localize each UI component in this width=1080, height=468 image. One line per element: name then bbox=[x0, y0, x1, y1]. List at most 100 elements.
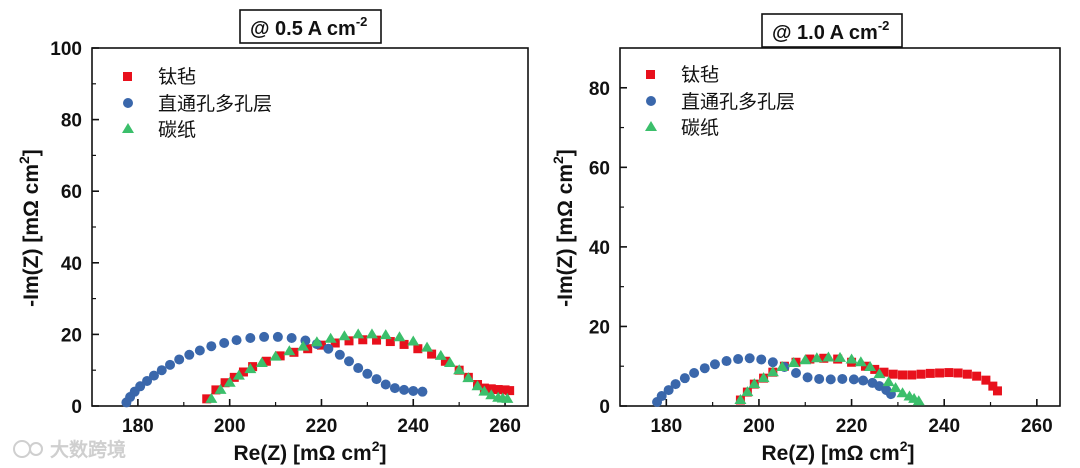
data-point-ti-felt bbox=[935, 368, 945, 378]
y-axis-label: -Im(Z) [mΩ cm2] bbox=[16, 149, 43, 307]
data-point-porous-layer bbox=[848, 374, 859, 385]
data-point-carbon-paper bbox=[434, 349, 447, 360]
data-point-porous-layer bbox=[174, 354, 185, 365]
data-point-carbon-paper bbox=[324, 332, 337, 343]
data-point-ti-felt bbox=[399, 339, 409, 349]
data-point-ti-felt bbox=[486, 384, 496, 394]
legend-label-porous-layer: 直通孔多孔层 bbox=[681, 91, 795, 113]
data-point-porous-layer bbox=[744, 353, 755, 364]
data-point-carbon-paper bbox=[421, 341, 434, 352]
data-point-carbon-paper bbox=[310, 336, 323, 347]
watermark: 大数跨境 bbox=[13, 438, 126, 461]
data-point-porous-layer bbox=[135, 381, 146, 392]
data-point-carbon-paper bbox=[214, 383, 227, 394]
x-tick-label: 240 bbox=[397, 416, 429, 437]
data-point-porous-layer bbox=[709, 359, 720, 370]
data-point-carbon-paper bbox=[338, 330, 351, 341]
data-point-carbon-paper bbox=[834, 351, 846, 362]
data-point-ti-felt bbox=[907, 370, 917, 380]
data-point-ti-felt bbox=[981, 375, 991, 385]
data-point-carbon-paper bbox=[757, 372, 770, 383]
chart-title: @ 0.5 A cm-2 bbox=[250, 14, 367, 40]
data-point-porous-layer bbox=[231, 335, 242, 346]
data-point-carbon-paper bbox=[478, 385, 491, 396]
data-point-porous-layer bbox=[802, 372, 813, 383]
watermark-logo-icon bbox=[29, 442, 43, 456]
data-point-carbon-paper bbox=[453, 364, 466, 375]
data-point-porous-layer bbox=[699, 363, 710, 374]
data-point-porous-layer bbox=[194, 345, 205, 356]
data-point-porous-layer bbox=[259, 331, 270, 342]
y-tick-label: 0 bbox=[71, 397, 82, 418]
data-point-ti-felt bbox=[988, 381, 998, 391]
data-point-carbon-paper bbox=[471, 380, 484, 391]
data-point-carbon-paper bbox=[485, 389, 498, 400]
data-point-porous-layer bbox=[679, 373, 690, 384]
data-point-carbon-paper bbox=[799, 354, 812, 365]
panel-1p0-acm2: @ 1.0 A cm-2 180 200 220 240 260 0 20 40 60 80 钛… bbox=[550, 13, 1061, 465]
x-tick-label: 200 bbox=[743, 416, 775, 437]
legend-marker-carbon-paper bbox=[645, 121, 657, 131]
data-point-porous-layer bbox=[417, 386, 428, 397]
watermark-text: 大数跨境 bbox=[50, 438, 126, 461]
data-point-ti-felt bbox=[888, 369, 898, 379]
data-point-porous-layer bbox=[733, 354, 744, 365]
data-point-carbon-paper bbox=[845, 353, 858, 364]
y-tick-label: 40 bbox=[589, 238, 610, 259]
data-point-carbon-paper bbox=[882, 376, 895, 387]
data-point-ti-felt bbox=[413, 344, 423, 354]
y-tick-label: 80 bbox=[589, 79, 610, 100]
data-point-porous-layer bbox=[656, 391, 667, 402]
y-tick-label: 20 bbox=[589, 317, 610, 338]
data-point-carbon-paper bbox=[232, 369, 245, 380]
data-point-carbon-paper bbox=[854, 356, 867, 367]
data-point-porous-layer bbox=[353, 363, 364, 374]
x-tick-label: 260 bbox=[489, 416, 521, 437]
data-point-ti-felt bbox=[211, 385, 221, 395]
data-point-ti-felt bbox=[992, 386, 1002, 396]
watermark-logo-icon bbox=[13, 440, 31, 458]
y-tick-label: 40 bbox=[61, 254, 82, 275]
plot-area bbox=[652, 351, 1002, 408]
data-point-carbon-paper bbox=[365, 328, 378, 339]
data-point-carbon-paper bbox=[734, 394, 747, 405]
data-point-ti-felt bbox=[275, 351, 285, 361]
data-point-carbon-paper bbox=[244, 363, 257, 374]
data-point-ti-felt bbox=[972, 371, 982, 381]
data-point-porous-layer bbox=[362, 368, 373, 379]
data-point-porous-layer bbox=[206, 341, 217, 352]
data-point-porous-layer bbox=[344, 356, 355, 367]
data-point-porous-layer bbox=[156, 365, 167, 376]
y-tick-label: 80 bbox=[61, 111, 82, 132]
data-point-carbon-paper bbox=[223, 376, 236, 387]
data-point-carbon-paper bbox=[912, 395, 925, 406]
y-axis-label: -Im(Z) [mΩ cm2] bbox=[550, 149, 577, 307]
data-point-ti-felt bbox=[385, 337, 395, 347]
data-point-carbon-paper bbox=[283, 345, 296, 356]
plot-area bbox=[121, 328, 515, 408]
data-point-porous-layer bbox=[148, 370, 159, 381]
x-tick-label: 220 bbox=[836, 416, 868, 437]
data-point-porous-layer bbox=[323, 343, 334, 354]
data-point-ti-felt bbox=[953, 368, 963, 378]
y-tick-label: 60 bbox=[589, 158, 610, 179]
x-tick-label: 200 bbox=[214, 416, 246, 437]
data-point-porous-layer bbox=[334, 349, 345, 360]
data-point-carbon-paper bbox=[766, 366, 779, 377]
data-point-porous-layer bbox=[756, 354, 767, 365]
data-point-porous-layer bbox=[389, 383, 400, 394]
data-point-carbon-paper bbox=[864, 361, 877, 372]
legend-label-ti-felt: 钛毡 bbox=[158, 66, 196, 88]
legend-label-porous-layer: 直通孔多孔层 bbox=[158, 93, 272, 115]
data-point-porous-layer bbox=[814, 373, 825, 384]
data-point-ti-felt bbox=[493, 385, 503, 395]
legend-marker-porous-layer bbox=[123, 98, 133, 108]
data-point-porous-layer bbox=[721, 356, 732, 367]
data-point-carbon-paper bbox=[776, 361, 789, 372]
data-point-porous-layer bbox=[858, 375, 869, 386]
data-point-ti-felt bbox=[500, 385, 510, 395]
data-point-ti-felt bbox=[248, 362, 258, 372]
data-point-porous-layer bbox=[272, 331, 283, 342]
data-point-ti-felt bbox=[202, 394, 212, 404]
legend-label-carbon-paper: 碳纸 bbox=[681, 117, 719, 139]
